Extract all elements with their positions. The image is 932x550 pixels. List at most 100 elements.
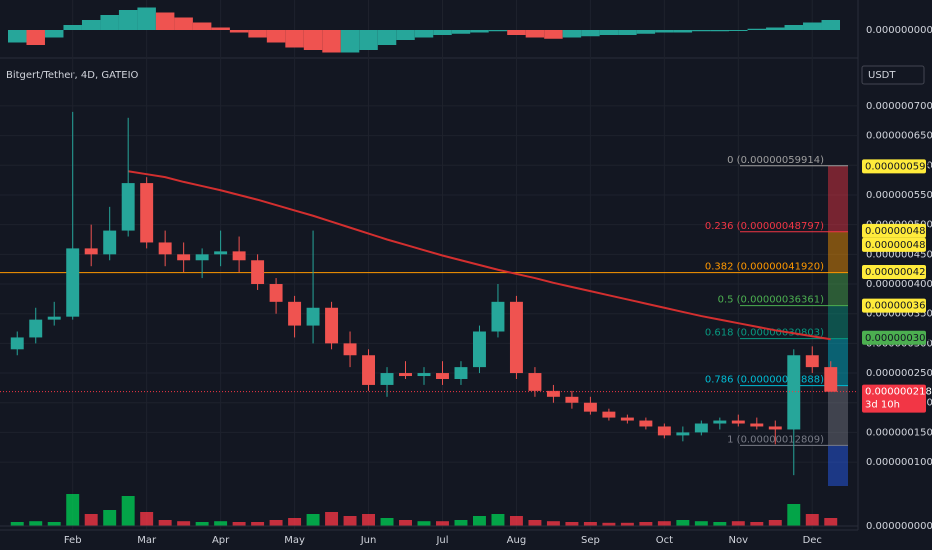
candle-body <box>195 254 209 261</box>
volume-bar <box>362 514 376 526</box>
volume-bar <box>66 494 80 526</box>
last-price-label: 0.00000021862 <box>865 387 932 398</box>
oscillator-bar <box>192 22 212 30</box>
candle-body <box>362 355 376 385</box>
candle-body <box>694 423 708 433</box>
candle-body <box>232 251 246 261</box>
fib-label: 0.5 (0.00000036361) <box>718 295 825 306</box>
volume-bar <box>343 516 357 526</box>
fib-band <box>828 231 848 273</box>
volume-bar <box>620 522 634 526</box>
candle-body <box>583 402 597 412</box>
price-label-box <box>862 223 926 238</box>
volume-bar <box>214 521 228 526</box>
oscillator-bar <box>525 30 545 38</box>
volume-bar <box>509 516 523 526</box>
volume-bar <box>269 520 283 526</box>
x-tick-label: Feb <box>64 535 82 546</box>
oscillator-bar <box>729 30 748 31</box>
oscillator-bar <box>821 20 840 30</box>
volume-bar <box>288 518 302 526</box>
candle-body <box>546 390 560 397</box>
y-tick-label: 0.00000035000 <box>866 309 932 320</box>
oscillator-bar <box>673 30 693 33</box>
candle-body <box>436 373 449 379</box>
x-tick-label: Jul <box>435 535 448 546</box>
oscillator-bar <box>26 30 45 45</box>
candle-body <box>325 307 339 344</box>
fib-label: 0 (0.00000059914) <box>727 155 824 166</box>
candle-body <box>47 316 61 320</box>
oscillator-bar <box>636 30 656 34</box>
candle-body <box>565 396 579 403</box>
candle-body <box>121 183 135 231</box>
volume-bar <box>232 522 246 526</box>
x-tick-label: Jun <box>360 535 377 546</box>
candle-body <box>454 367 468 379</box>
oscillator-bar <box>248 30 267 38</box>
volume-bar <box>472 516 486 526</box>
fib-band <box>828 272 848 306</box>
oscillator-bar <box>544 30 563 39</box>
volume-bar <box>602 522 616 526</box>
volume-bar <box>565 522 579 526</box>
x-tick-label: Aug <box>507 535 527 546</box>
candle-body <box>288 301 302 326</box>
candle-body <box>768 426 782 430</box>
oscillator-bar <box>599 30 619 35</box>
volume-tick-label: 0.00000000000 <box>866 521 932 532</box>
price-label: 0.00000042029 <box>865 267 932 278</box>
volume-bar <box>29 521 43 526</box>
candle-body <box>639 420 653 427</box>
price-label-box <box>862 264 926 279</box>
volume-bar <box>657 521 671 526</box>
oscillator-tick-label: 0.00000000000 <box>866 25 932 36</box>
y-tick-label: 0.00000015000 <box>866 427 932 438</box>
fib-band <box>828 305 848 339</box>
y-tick-label: 0.00000070000 <box>866 101 932 112</box>
volume-bar <box>454 520 468 526</box>
oscillator-bar <box>396 30 415 40</box>
oscillator-bar <box>766 27 785 30</box>
fib-extension-band <box>828 445 848 486</box>
candle-body <box>491 301 505 332</box>
currency-box[interactable] <box>861 65 925 85</box>
currency-label[interactable]: USDT <box>868 70 896 81</box>
oscillator-bar <box>488 30 508 32</box>
volume-bar <box>177 521 191 526</box>
oscillator-bar <box>322 30 341 53</box>
candle-body <box>713 420 727 424</box>
volume-bar <box>768 520 782 526</box>
candle-body <box>380 373 394 385</box>
oscillator-bar <box>174 17 193 30</box>
volume-bar <box>195 522 209 526</box>
oscillator-bar <box>655 30 674 33</box>
y-tick-label: 0.00000040000 <box>866 279 932 290</box>
candle-body <box>66 248 80 317</box>
volume-bar <box>546 521 560 526</box>
oscillator-bar <box>285 30 304 48</box>
price-label-box <box>862 330 926 345</box>
price-label-box <box>862 298 926 313</box>
oscillator-bar <box>266 30 286 43</box>
oscillator-bar <box>340 30 360 53</box>
oscillator-bar <box>63 25 82 30</box>
volume-bar <box>158 520 172 526</box>
y-tick-label: 0.00000045000 <box>866 249 932 260</box>
oscillator-bar <box>451 30 471 34</box>
candle-body <box>787 355 801 430</box>
x-tick-label: Sep <box>581 535 600 546</box>
oscillator-bar <box>155 12 175 30</box>
oscillator-bar <box>747 28 767 30</box>
candle-body <box>306 307 320 326</box>
volume-bar <box>10 522 24 526</box>
candle-body <box>214 251 228 255</box>
oscillator-bar <box>229 30 249 33</box>
volume-bar <box>713 522 727 526</box>
oscillator-bar <box>710 30 730 32</box>
moving-average <box>128 170 831 341</box>
volume-bar <box>583 522 597 526</box>
oscillator-bar <box>507 30 526 35</box>
